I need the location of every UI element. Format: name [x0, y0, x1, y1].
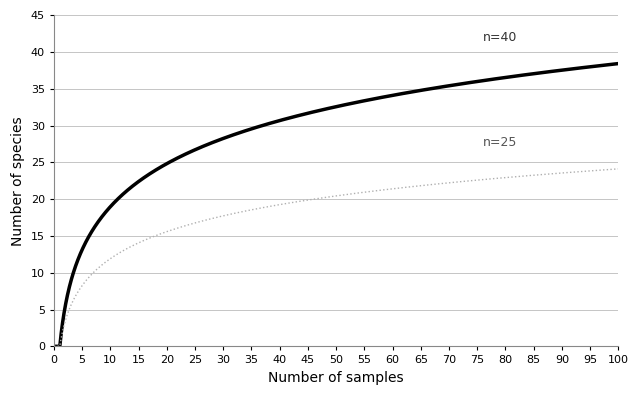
Text: n=25: n=25	[483, 136, 517, 149]
Y-axis label: Number of species: Number of species	[11, 116, 25, 246]
X-axis label: Number of samples: Number of samples	[268, 371, 404, 385]
Text: n=40: n=40	[483, 31, 517, 44]
